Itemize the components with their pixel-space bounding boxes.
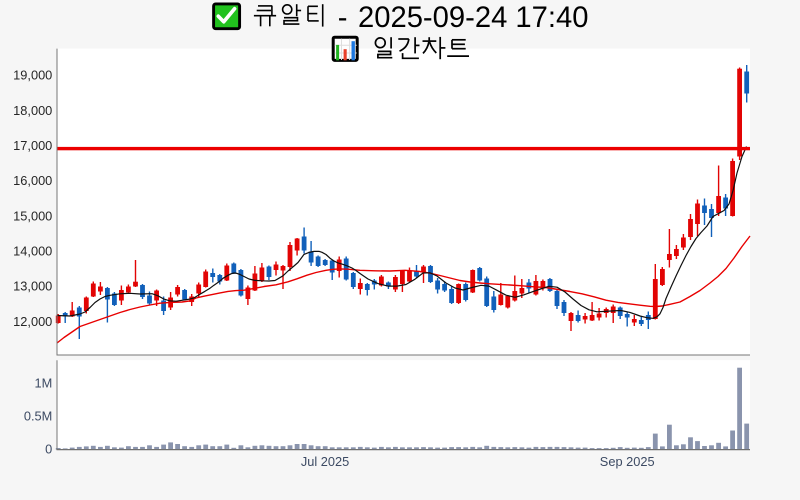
svg-text:14,000: 14,000	[13, 244, 52, 259]
svg-text:0: 0	[45, 442, 52, 457]
svg-text:13,000: 13,000	[13, 279, 52, 294]
svg-text:18,000: 18,000	[13, 103, 52, 118]
svg-text:2025-09-24 17:40: 2025-09-24 17:40	[358, 2, 588, 34]
svg-text:Jul 2025: Jul 2025	[301, 454, 349, 469]
svg-text:17,000: 17,000	[13, 138, 52, 153]
svg-text:1M: 1M	[35, 376, 53, 391]
svg-text:-: -	[338, 2, 348, 34]
svg-text:12,000: 12,000	[13, 314, 52, 329]
svg-text:15,000: 15,000	[13, 208, 52, 223]
svg-text:16,000: 16,000	[13, 173, 52, 188]
svg-text:Sep 2025: Sep 2025	[600, 454, 655, 469]
svg-text:19,000: 19,000	[13, 68, 52, 83]
svg-text:0.5M: 0.5M	[24, 409, 52, 424]
